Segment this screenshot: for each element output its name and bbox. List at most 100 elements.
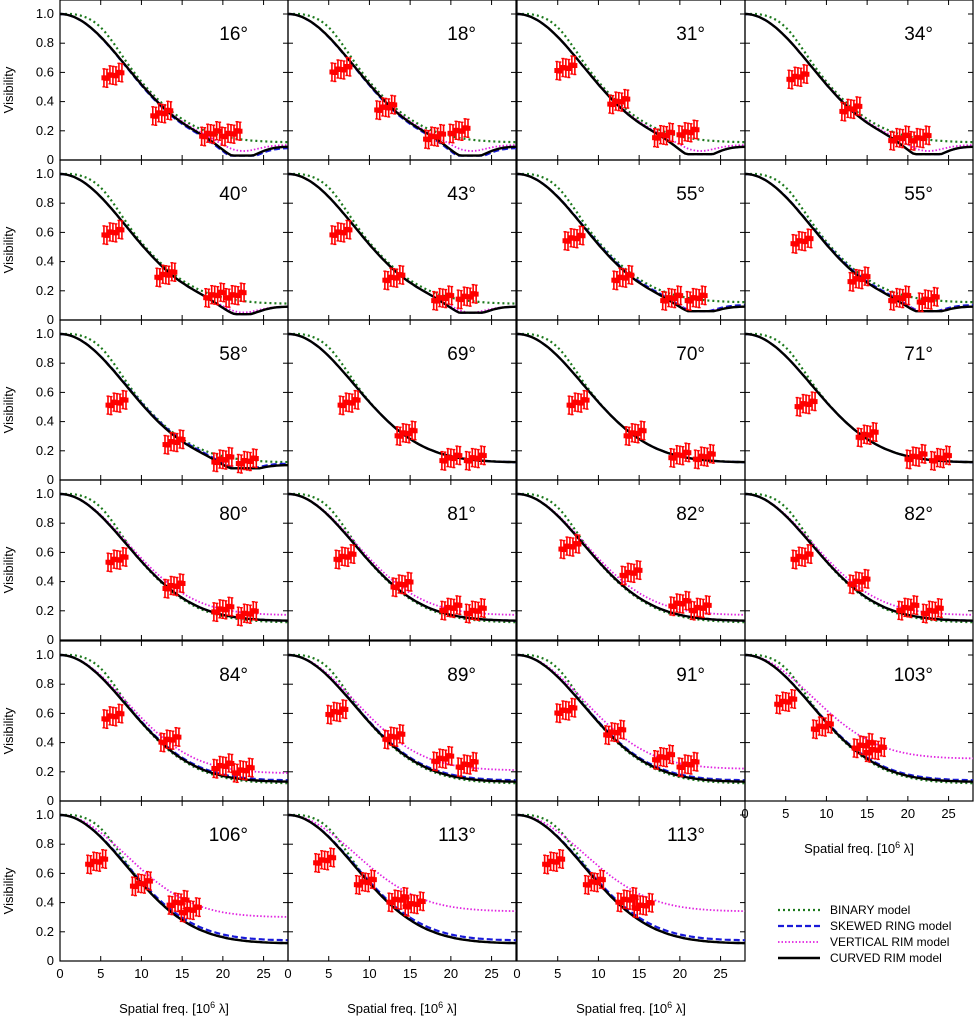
model-curve-vertical-rim bbox=[287, 814, 516, 912]
y-axis-label: Visibility bbox=[1, 867, 16, 914]
data-point bbox=[390, 571, 414, 598]
data-point bbox=[542, 849, 566, 875]
panel-angle-label: 18° bbox=[447, 24, 476, 45]
panel-frame bbox=[516, 640, 746, 802]
panel-angle-label: 103° bbox=[894, 665, 933, 686]
model-curve-vertical-rim bbox=[59, 654, 288, 774]
panel-frame bbox=[287, 640, 517, 802]
y-tick-label: 0.2 bbox=[36, 123, 54, 138]
data-point bbox=[786, 64, 810, 90]
model-curve-vertical-rim bbox=[516, 13, 745, 152]
data-point bbox=[162, 573, 186, 599]
x-tick-label: 25 bbox=[713, 966, 727, 981]
x-axis-label: Spatial freq. [106 λ] bbox=[576, 1000, 686, 1016]
panel-angle-label: 81° bbox=[447, 504, 476, 525]
model-curve-binary bbox=[745, 12, 973, 144]
panel-12: 80° 0 0.2 0.4 0.6 0.8 1.0 Visibility bbox=[1, 479, 289, 647]
x-tick-label: 0 bbox=[56, 966, 63, 981]
data-point bbox=[774, 689, 798, 715]
data-point bbox=[439, 595, 463, 621]
data-point bbox=[554, 55, 578, 81]
model-curve-vertical-rim bbox=[516, 814, 745, 912]
model-curve-skewed-ring bbox=[59, 813, 288, 942]
data-point bbox=[402, 891, 426, 917]
data-point bbox=[211, 753, 235, 779]
panel-angle-label: 71° bbox=[904, 344, 933, 365]
model-curve-curved-rim bbox=[744, 653, 974, 783]
data-point bbox=[235, 601, 259, 627]
y-axis-label: Visibility bbox=[1, 386, 16, 433]
data-point bbox=[920, 598, 944, 624]
model-curve-skewed-ring bbox=[287, 332, 516, 464]
model-curve-skewed-ring bbox=[287, 12, 517, 157]
model-curve-curved-rim bbox=[744, 172, 973, 313]
data-point bbox=[896, 595, 920, 621]
panel-2: 31° bbox=[516, 0, 746, 161]
panel-20: 106° 0 0.2 0.4 0.6 0.8 1.0 Visibility bbox=[1, 800, 289, 968]
y-tick-label: 0.4 bbox=[36, 414, 54, 429]
model-curve-vertical-rim bbox=[59, 13, 288, 152]
data-point bbox=[794, 391, 818, 417]
data-point bbox=[603, 719, 627, 746]
data-point bbox=[847, 266, 871, 292]
panel-16: 84° 0 0.2 0.4 0.6 0.8 1.0 Visibility bbox=[1, 640, 289, 808]
model-curve-binary bbox=[517, 172, 745, 304]
data-point bbox=[888, 125, 912, 151]
data-point bbox=[676, 751, 700, 778]
data-point bbox=[211, 596, 235, 623]
data-point bbox=[904, 443, 928, 470]
model-curve-vertical-rim bbox=[59, 173, 288, 314]
data-point bbox=[337, 389, 361, 416]
y-tick-label: 0 bbox=[47, 953, 54, 968]
data-point bbox=[394, 420, 418, 446]
model-curve-vertical-rim bbox=[287, 173, 516, 314]
data-point bbox=[329, 219, 353, 246]
panel-frame bbox=[744, 479, 974, 641]
y-tick-label: 0.2 bbox=[36, 764, 54, 779]
data-point bbox=[162, 429, 186, 455]
model-curve-vertical-rim bbox=[516, 654, 746, 770]
x-tick-label: 5 bbox=[325, 966, 332, 981]
panel-angle-label: 55° bbox=[904, 184, 933, 205]
panel-21: 113° bbox=[287, 800, 517, 962]
panel-5: 43° bbox=[287, 159, 517, 321]
x-axis-label: Spatial freq. [106 λ] bbox=[119, 1000, 229, 1016]
y-tick-label: 0.8 bbox=[36, 355, 54, 370]
panel-8: 58° 0 0.2 0.4 0.6 0.8 1.0 Visibility bbox=[1, 319, 289, 487]
data-point bbox=[652, 744, 676, 770]
model-curve-curved-rim bbox=[59, 12, 289, 157]
y-tick-label: 0.8 bbox=[36, 836, 54, 851]
model-curve-binary bbox=[745, 653, 973, 785]
y-tick-label: 0 bbox=[47, 472, 54, 487]
model-curve-binary bbox=[745, 172, 973, 304]
panel-angle-label: 113° bbox=[667, 825, 705, 846]
y-tick-label: 0.2 bbox=[36, 443, 54, 458]
model-curve-vertical-rim bbox=[744, 654, 974, 760]
model-curve-binary bbox=[60, 492, 288, 624]
x-tick-label: 20 bbox=[673, 966, 687, 981]
panel-angle-label: 31° bbox=[676, 24, 705, 45]
x-tick-label: 0 bbox=[284, 966, 291, 981]
model-curve-skewed-ring bbox=[59, 172, 289, 316]
y-tick-label: 0.6 bbox=[36, 865, 54, 880]
y-axis-label: Visibility bbox=[1, 226, 16, 273]
panel-frame bbox=[287, 159, 517, 321]
data-point bbox=[463, 598, 487, 624]
model-curve-binary bbox=[288, 653, 516, 785]
panel-frame bbox=[744, 0, 974, 161]
y-tick-label: 0.8 bbox=[36, 35, 54, 50]
y-tick-label: 0.2 bbox=[36, 924, 54, 939]
y-tick-label: 0.8 bbox=[36, 515, 54, 530]
model-curve-skewed-ring bbox=[516, 813, 745, 942]
x-tick-label: 10 bbox=[591, 966, 605, 981]
y-tick-label: 0.8 bbox=[36, 676, 54, 691]
model-curve-vertical-rim bbox=[287, 13, 516, 152]
data-point bbox=[353, 869, 377, 895]
model-curve-curved-rim bbox=[516, 12, 746, 156]
y-axis-label: Visibility bbox=[1, 546, 16, 593]
data-point bbox=[199, 121, 223, 147]
y-tick-label: 0.4 bbox=[36, 254, 54, 269]
panel-0: 16° 0 0.2 0.4 0.6 0.8 1.0 Visibility bbox=[1, 0, 289, 167]
y-axis-label: Visibility bbox=[1, 66, 16, 113]
data-point bbox=[431, 745, 455, 772]
